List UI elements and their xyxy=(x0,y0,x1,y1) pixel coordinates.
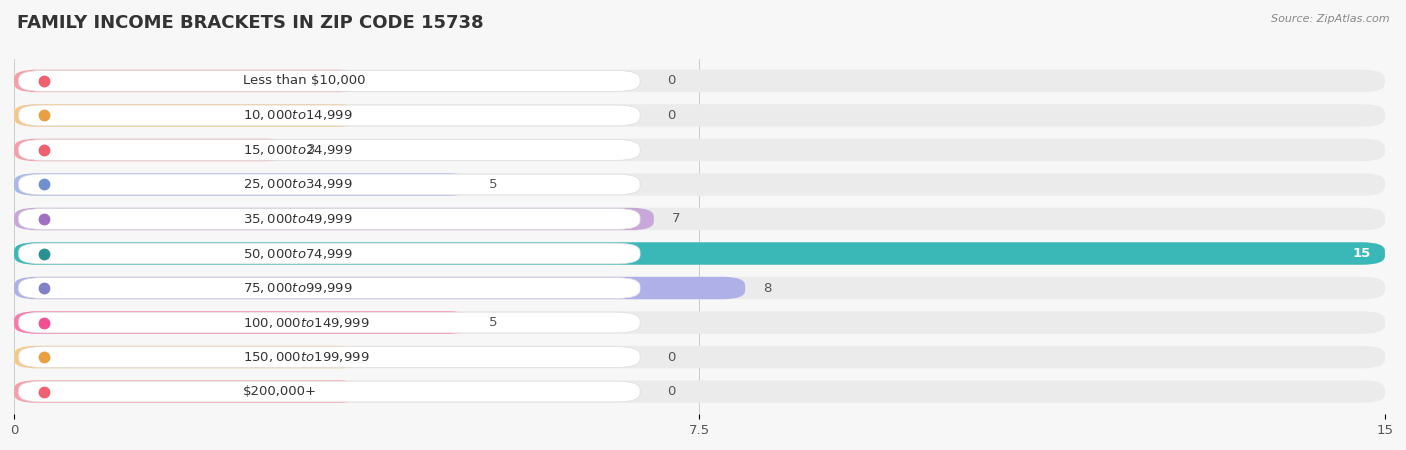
Text: 3: 3 xyxy=(307,144,315,157)
Text: FAMILY INCOME BRACKETS IN ZIP CODE 15738: FAMILY INCOME BRACKETS IN ZIP CODE 15738 xyxy=(17,14,484,32)
FancyBboxPatch shape xyxy=(14,173,1385,196)
FancyBboxPatch shape xyxy=(18,381,640,402)
FancyBboxPatch shape xyxy=(18,140,640,160)
FancyBboxPatch shape xyxy=(14,173,471,196)
FancyBboxPatch shape xyxy=(14,311,471,334)
FancyBboxPatch shape xyxy=(18,209,640,230)
FancyBboxPatch shape xyxy=(14,208,1385,230)
FancyBboxPatch shape xyxy=(14,139,288,161)
FancyBboxPatch shape xyxy=(14,311,1385,334)
Text: $25,000 to $34,999: $25,000 to $34,999 xyxy=(243,177,353,192)
Text: $15,000 to $24,999: $15,000 to $24,999 xyxy=(243,143,353,157)
FancyBboxPatch shape xyxy=(14,70,1385,92)
Text: $35,000 to $49,999: $35,000 to $49,999 xyxy=(243,212,353,226)
Text: 5: 5 xyxy=(489,316,498,329)
FancyBboxPatch shape xyxy=(14,104,1385,126)
FancyBboxPatch shape xyxy=(14,380,1385,403)
FancyBboxPatch shape xyxy=(14,380,361,403)
Text: $200,000+: $200,000+ xyxy=(243,385,316,398)
FancyBboxPatch shape xyxy=(14,346,1385,368)
Text: Source: ZipAtlas.com: Source: ZipAtlas.com xyxy=(1271,14,1389,23)
FancyBboxPatch shape xyxy=(14,139,1385,161)
FancyBboxPatch shape xyxy=(14,346,361,368)
FancyBboxPatch shape xyxy=(14,242,1385,265)
Text: 0: 0 xyxy=(668,109,676,122)
Text: 0: 0 xyxy=(668,351,676,364)
Text: 5: 5 xyxy=(489,178,498,191)
Text: $150,000 to $199,999: $150,000 to $199,999 xyxy=(243,350,370,364)
FancyBboxPatch shape xyxy=(14,104,361,126)
Text: $75,000 to $99,999: $75,000 to $99,999 xyxy=(243,281,353,295)
Text: $10,000 to $14,999: $10,000 to $14,999 xyxy=(243,108,353,122)
FancyBboxPatch shape xyxy=(18,174,640,195)
FancyBboxPatch shape xyxy=(14,208,654,230)
FancyBboxPatch shape xyxy=(14,277,745,299)
FancyBboxPatch shape xyxy=(14,277,1385,299)
FancyBboxPatch shape xyxy=(18,105,640,126)
Text: 8: 8 xyxy=(763,282,772,294)
FancyBboxPatch shape xyxy=(14,242,1385,265)
Text: $100,000 to $149,999: $100,000 to $149,999 xyxy=(243,315,370,329)
FancyBboxPatch shape xyxy=(18,346,640,367)
Text: Less than $10,000: Less than $10,000 xyxy=(243,74,366,87)
FancyBboxPatch shape xyxy=(14,70,361,92)
Text: $50,000 to $74,999: $50,000 to $74,999 xyxy=(243,247,353,261)
FancyBboxPatch shape xyxy=(18,243,640,264)
FancyBboxPatch shape xyxy=(18,71,640,91)
FancyBboxPatch shape xyxy=(18,312,640,333)
Text: 15: 15 xyxy=(1353,247,1371,260)
FancyBboxPatch shape xyxy=(18,278,640,298)
Text: 7: 7 xyxy=(672,212,681,225)
Text: 0: 0 xyxy=(668,74,676,87)
Text: 0: 0 xyxy=(668,385,676,398)
